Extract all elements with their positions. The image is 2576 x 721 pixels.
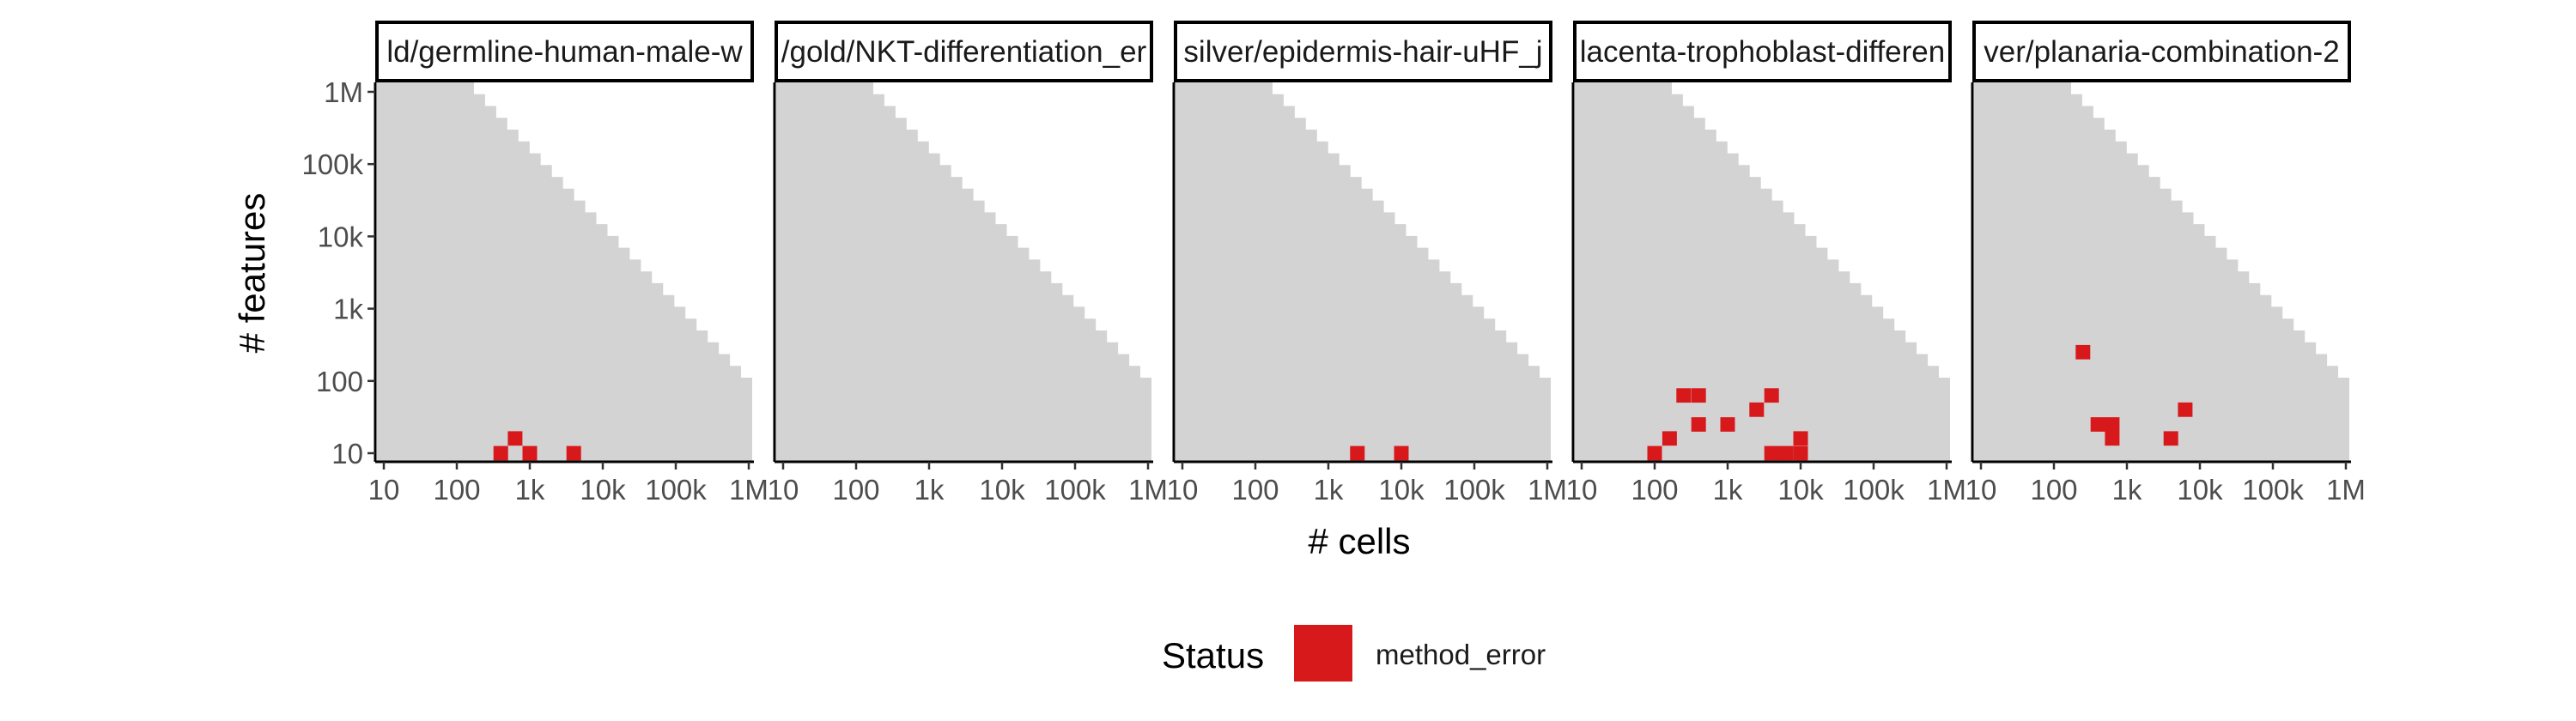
x-tick-label: 1M: [729, 474, 769, 506]
y-axis-title: # features: [232, 193, 272, 354]
x-tick-label: 10: [368, 474, 400, 506]
x-tick-label: 100: [1631, 474, 1678, 506]
facet-strip: [375, 21, 754, 82]
x-tick-label: 10k: [580, 474, 626, 506]
data-cell-4: [566, 445, 581, 461]
y-tick-label: 10: [331, 438, 363, 470]
panel-4: 10 100 1k 10k 100k 1M lacenta-trophoblast-diff…: [1566, 21, 1966, 506]
data-cell-2: [507, 431, 523, 446]
x-tick-label: 10k: [2177, 474, 2223, 506]
data-cell-10: [1778, 445, 1794, 461]
y-tick-label: 1M: [324, 76, 363, 108]
data-cell-9: [1764, 445, 1779, 461]
data-cell-1: [1647, 445, 1662, 461]
y-tick-label: 100: [316, 366, 363, 397]
data-cell-3: [1676, 388, 1692, 403]
data-cell-4: [2105, 431, 2120, 446]
x-tick-label: 10: [1167, 474, 1199, 506]
data-cell-8: [1764, 388, 1779, 403]
x-tick-label: 100k: [1843, 474, 1905, 506]
x-tick-label: 100k: [645, 474, 707, 506]
x-axis-title: # cells: [1308, 521, 1410, 561]
x-tick-label: 1k: [2112, 474, 2142, 506]
legend-key-method-error: [1294, 625, 1352, 682]
feasible-region-shading: [377, 82, 752, 462]
data-cell-2: [2090, 417, 2105, 432]
feasible-region-shading: [1176, 82, 1551, 462]
x-tick-label: 100: [1231, 474, 1279, 506]
y-tick-label: 10k: [318, 221, 364, 252]
data-cell-2: [1662, 431, 1677, 446]
x-tick-label: 1M: [1528, 474, 1567, 506]
x-tick-label: 10k: [1378, 474, 1425, 506]
data-cell-6: [2178, 402, 2193, 417]
y-tick-label: 1k: [333, 294, 363, 325]
panel-5: 10 100 1k 10k 100k 1M ver/planaria-combination…: [1965, 21, 2366, 506]
data-cell-11: [1793, 445, 1808, 461]
x-tick-label: 10k: [979, 474, 1025, 506]
data-cell-2: [1394, 445, 1409, 461]
data-cell-3: [2105, 417, 2120, 432]
x-tick-label: 100: [433, 474, 480, 506]
x-tick-label: 100k: [1443, 474, 1505, 506]
facet-strip: [1972, 21, 2351, 82]
facet-strip: [1174, 21, 1552, 82]
data-cell-1: [2075, 344, 2091, 360]
x-tick-label: 100k: [2242, 474, 2304, 506]
data-cell-3: [522, 445, 538, 461]
x-tick-label: 10: [1965, 474, 1997, 506]
x-tick-label: 1k: [1713, 474, 1743, 506]
feasible-region-shading: [1575, 82, 1950, 462]
x-tick-label: 100: [2030, 474, 2077, 506]
feasible-region-shading: [776, 82, 1151, 462]
data-cell-5: [1691, 417, 1706, 432]
x-tick-label: 1k: [1314, 474, 1344, 506]
data-cell-1: [1350, 445, 1365, 461]
x-tick-label: 10: [1566, 474, 1598, 506]
x-tick-label: 1k: [515, 474, 545, 506]
legend: Status method_error: [1162, 625, 1546, 682]
data-cell-5: [2163, 431, 2178, 446]
x-tick-label: 1M: [2326, 474, 2366, 506]
panel-2: 10 100 1k 10k 100k 1M/gold/NKT-differentiatio…: [768, 21, 1168, 506]
x-tick-label: 1M: [1128, 474, 1168, 506]
data-cell-1: [493, 445, 508, 461]
x-tick-label: 100: [832, 474, 879, 506]
panels-layer: 10 100 1k 10k 100k 1M101001k10k100k1Mld/germl…: [301, 21, 2366, 506]
x-tick-label: 1M: [1927, 474, 1966, 506]
x-tick-label: 1k: [914, 474, 945, 506]
data-cell-7: [1749, 402, 1765, 417]
data-cell-6: [1720, 417, 1735, 432]
facet-strip-label: silver/epidermis-hair-uHF_j: [1183, 35, 1542, 69]
facet-strip-label: /gold/NKT-differentiation_er: [781, 35, 1147, 69]
facet-strip-label: lacenta-trophoblast-differen: [1580, 35, 1945, 69]
legend-title: Status: [1162, 635, 1264, 676]
feasible-region-shading: [1974, 82, 2349, 462]
panel-3: 10 100 1k 10k 100k 1M silver/epidermis-hair-uH…: [1167, 21, 1567, 506]
legend-label-method-error: method_error: [1376, 639, 1546, 670]
x-tick-label: 100k: [1044, 474, 1106, 506]
facet-strip: [1573, 21, 1952, 82]
x-tick-label: 10: [768, 474, 799, 506]
panel-1: 10 100 1k 10k 100k 1M 10 100 1k 10k 100k 1M ld/germl…: [301, 21, 769, 506]
facet-strip-label: ver/planaria-combination-2: [1984, 35, 2339, 69]
facet-strip: [775, 21, 1153, 82]
y-tick-label: 100k: [301, 148, 363, 180]
x-tick-label: 10k: [1777, 474, 1824, 506]
facet-strip-label: ld/germline-human-male-w: [386, 35, 743, 69]
data-cell-4: [1691, 388, 1706, 403]
data-cell-12: [1793, 431, 1808, 446]
